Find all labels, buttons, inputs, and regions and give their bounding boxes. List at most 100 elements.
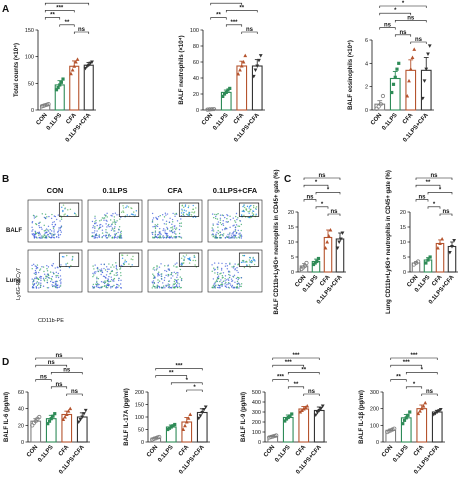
flow-dot: [225, 282, 227, 284]
flow-dot: [224, 216, 226, 219]
data-point: [46, 422, 50, 426]
flow-dot: [249, 209, 251, 211]
flow-dot: [133, 211, 135, 213]
flow-dot: [175, 237, 177, 239]
significance-bracket: [394, 34, 412, 37]
data-point: [437, 409, 441, 413]
flow-dot: [248, 207, 250, 209]
flow-dot: [240, 285, 242, 288]
data-point: [315, 411, 320, 415]
flow-dot: [184, 256, 186, 258]
data-point: [311, 262, 316, 267]
flow-dot: [185, 254, 188, 256]
flow-dot: [119, 218, 121, 220]
flow-dot: [156, 236, 158, 238]
significance-label: **: [216, 13, 221, 19]
significance-label: ns: [318, 173, 326, 179]
flow-dot: [187, 206, 190, 209]
flow-dot: [159, 214, 161, 217]
flow-dot: [255, 213, 257, 216]
flow-dot: [226, 284, 228, 286]
data-point: [408, 410, 412, 414]
flow-dot: [171, 231, 174, 234]
flow-dot: [212, 233, 214, 236]
flow-dot: [41, 265, 43, 268]
flow-dot: [229, 215, 231, 217]
flow-plot: [147, 249, 203, 293]
flow-dot: [37, 271, 40, 274]
flow-dot: [235, 277, 238, 280]
flow-dot: [159, 231, 161, 233]
data-point: [374, 106, 379, 111]
flow-dot: [221, 283, 224, 285]
flow-dot: [180, 263, 182, 266]
flow-dot: [35, 232, 37, 235]
bar-CFA: [405, 69, 417, 111]
flow-dot: [174, 225, 176, 227]
x-tick-label: CON: [381, 444, 394, 458]
significance-bracket: [427, 206, 441, 209]
flow-dot: [220, 234, 222, 236]
data-point: [320, 404, 325, 408]
flow-dot: [216, 280, 218, 283]
flow-dot: [100, 281, 103, 283]
flow-dot: [235, 215, 237, 218]
significance-label: **: [294, 382, 299, 388]
flow-dot: [126, 214, 128, 216]
flow-dot: [216, 218, 219, 220]
flow-dot: [46, 279, 49, 281]
data-point: [54, 88, 59, 92]
flow-dot: [120, 274, 122, 277]
flow-dot: [159, 235, 161, 237]
flow-dot: [120, 264, 122, 267]
flow-dot: [237, 229, 239, 232]
flow-dot: [232, 267, 235, 269]
flow-dot: [113, 235, 116, 238]
flow-dot: [178, 232, 181, 235]
flow-dot: [231, 237, 233, 239]
flow-dot: [94, 272, 96, 275]
flow-dot: [97, 284, 99, 286]
data-point: [433, 411, 438, 416]
data-point: [80, 415, 85, 419]
flow-dot: [91, 220, 94, 223]
flow-dot: [110, 229, 113, 232]
significance-bracket: [272, 357, 320, 360]
flow-dot: [42, 266, 45, 268]
x-tick-label: 0.1LPS: [157, 444, 174, 463]
flow-dot: [221, 229, 224, 231]
y-tick-label: 0: [365, 108, 368, 114]
flow-dot: [226, 279, 228, 281]
flow-dot: [152, 280, 155, 282]
significance-bracket: [210, 17, 227, 20]
flow-dot: [59, 233, 62, 236]
significance-bracket: [155, 375, 188, 378]
flow-dot: [176, 281, 178, 284]
data-point: [435, 246, 440, 250]
flow-dot: [98, 235, 100, 237]
data-point: [200, 411, 205, 415]
flow-dot: [231, 286, 233, 288]
flow-dot: [34, 265, 36, 267]
flow-dot: [217, 232, 220, 235]
flow-dot: [165, 236, 168, 238]
flow-dot: [59, 269, 62, 271]
data-point: [239, 64, 244, 68]
flow-dot: [156, 286, 158, 288]
flow-dot: [94, 264, 96, 266]
flow-dot: [33, 277, 36, 280]
significance-label: **: [396, 375, 401, 381]
flow-dot: [175, 212, 178, 215]
flow-dot: [252, 210, 254, 212]
flow-dot: [173, 286, 176, 289]
flow-dot: [96, 280, 98, 282]
flow-dot: [234, 226, 237, 229]
flow-dot: [176, 220, 179, 222]
flow-dot: [57, 276, 60, 279]
bar-CON: [30, 420, 42, 443]
flow-gate: [58, 202, 80, 217]
significance-bracket: [379, 27, 396, 30]
data-point: [450, 245, 454, 249]
flow-dot: [175, 284, 178, 286]
flow-dot: [103, 263, 105, 265]
